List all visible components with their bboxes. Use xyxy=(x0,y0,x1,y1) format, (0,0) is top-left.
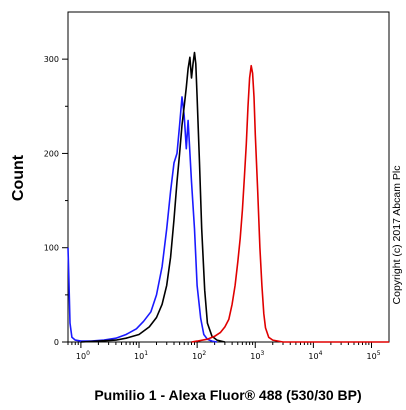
x-tick-label: 101 xyxy=(134,350,148,361)
x-axis-title: Pumilio 1 - Alexa Fluor® 488 (530/30 BP) xyxy=(94,387,361,403)
x-axis-ticks: 100 101 102 103 104 105 xyxy=(67,342,381,361)
x-tick-label: 104 xyxy=(308,350,322,361)
x-tick-label: 102 xyxy=(192,350,206,361)
y-axis-title: Count xyxy=(10,154,27,201)
series-line-1 xyxy=(67,96,218,343)
plot-frame xyxy=(67,11,390,343)
series-line-3 xyxy=(191,64,389,343)
y-tick-label: 100 xyxy=(44,244,59,253)
y-tick-label: 0 xyxy=(54,338,59,347)
x-tick-label: 105 xyxy=(367,350,381,361)
histogram-series xyxy=(67,51,389,343)
x-tick-label: 100 xyxy=(76,350,90,361)
x-tick-label: 103 xyxy=(250,350,264,361)
y-axis-ticks: 0 100 200 300 xyxy=(44,55,68,347)
series-line-2 xyxy=(80,51,226,343)
y-tick-label: 200 xyxy=(44,149,59,158)
copyright-annotation: Copyright (c) 2017 Abcam Plc xyxy=(391,166,403,305)
y-tick-label: 300 xyxy=(44,55,59,64)
